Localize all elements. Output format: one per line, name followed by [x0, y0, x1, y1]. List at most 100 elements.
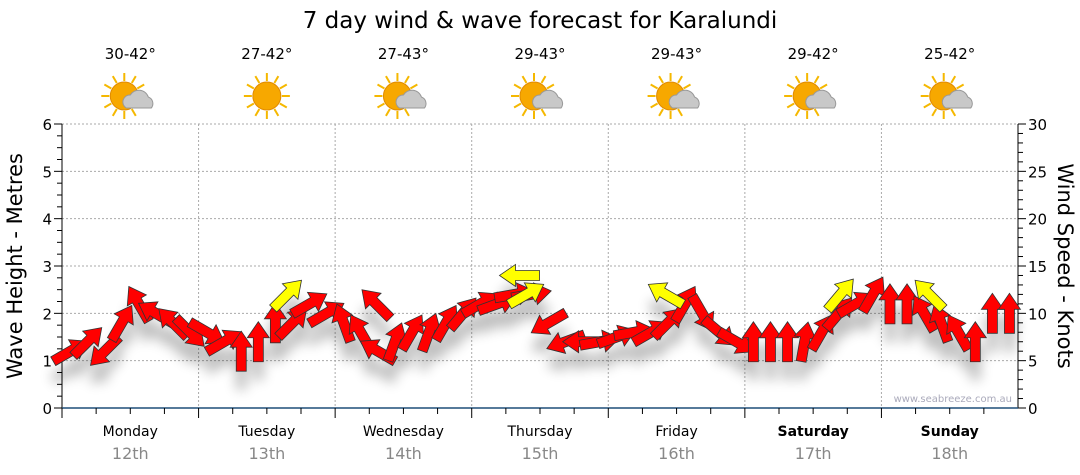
wind-arrow — [289, 291, 328, 319]
temperature-label: 25-42° — [924, 45, 975, 63]
wind-arrow — [997, 292, 1022, 334]
sun-ray — [385, 108, 391, 117]
y-tick-left: 1 — [42, 353, 52, 371]
y-tick-right: 25 — [1028, 163, 1047, 181]
date-label: 16th — [658, 444, 695, 463]
y-axis-right-label: Wind Speed - Knots — [1053, 163, 1077, 368]
wind-arrow — [246, 321, 271, 363]
sun-cloud-icon — [784, 73, 837, 119]
cloud — [941, 89, 973, 109]
sun-cloud-icon — [101, 73, 154, 119]
sun-ray — [650, 83, 659, 90]
sun-ray — [273, 108, 280, 117]
wind-arrow — [912, 295, 939, 334]
wind-arrow — [269, 279, 302, 313]
cloud — [395, 89, 427, 109]
sun-ray — [650, 102, 659, 109]
day-label: Monday — [103, 424, 158, 440]
sun-cloud-icon — [374, 73, 427, 119]
sun-ray — [786, 102, 795, 109]
temperature-label: 29-43° — [651, 45, 702, 63]
y-tick-left: 5 — [42, 163, 52, 181]
sun-ray — [377, 83, 385, 90]
y-tick-right: 30 — [1028, 116, 1047, 134]
sun-ray — [130, 75, 137, 84]
sun-ray — [136, 83, 145, 90]
sun-ray — [950, 75, 957, 84]
sun-cloud-icon — [920, 73, 973, 119]
y-axis-left-label: Wave Height - Metres — [3, 153, 27, 379]
day-label: Saturday — [778, 424, 849, 440]
y-tick-left: 2 — [42, 305, 52, 323]
sun-ray — [931, 75, 938, 84]
wind-arrow — [758, 321, 783, 363]
cloud — [532, 89, 564, 109]
sun-ray — [923, 102, 932, 109]
date-label: 15th — [522, 444, 559, 463]
y-tick-right: 10 — [1028, 305, 1047, 323]
sun-ray — [813, 108, 820, 117]
date-label: 12th — [112, 444, 149, 463]
temperature-label: 27-43° — [378, 45, 429, 63]
wind-arrow — [274, 308, 308, 342]
date-label: 13th — [248, 444, 285, 463]
sun-ray — [956, 83, 965, 90]
date-label: 17th — [795, 444, 832, 463]
sun — [252, 81, 282, 111]
sun-ray — [111, 75, 118, 84]
sun-cloud-icon — [511, 73, 564, 119]
temperature-label: 27-42° — [241, 45, 292, 63]
date-label: 14th — [385, 444, 422, 463]
sun-icon — [243, 73, 290, 119]
wind-arrow — [775, 321, 800, 363]
sun-ray — [279, 102, 288, 109]
cloud — [122, 89, 154, 109]
date-label: 18th — [931, 444, 968, 463]
sun-ray — [683, 83, 691, 90]
sun-ray — [103, 83, 112, 90]
y-tick-left: 6 — [42, 116, 52, 134]
wind-arrow — [229, 330, 254, 372]
sun-ray — [813, 75, 820, 84]
sun-ray — [130, 108, 137, 117]
sun-ray — [103, 102, 112, 109]
sun-ray — [273, 75, 280, 84]
sun-ray — [279, 83, 288, 90]
sun-ray — [786, 83, 795, 90]
y-tick-left: 4 — [42, 211, 52, 229]
wind-arrow — [914, 279, 948, 313]
day-label: Wednesday — [363, 424, 444, 440]
sun-ray — [819, 83, 828, 90]
wind-arrow — [647, 282, 687, 310]
sun-ray — [540, 75, 547, 84]
y-tick-right: 5 — [1028, 353, 1038, 371]
y-tick-left: 0 — [42, 400, 52, 418]
wind-arrow — [530, 307, 569, 335]
sun-ray — [409, 83, 418, 90]
wind-arrow — [980, 292, 1005, 334]
sun-ray — [794, 75, 801, 84]
wind-arrow — [263, 302, 288, 344]
cloud — [805, 89, 837, 109]
day-label: Tuesday — [237, 424, 295, 440]
sun-ray — [521, 108, 528, 117]
day-label: Sunday — [921, 424, 979, 440]
watermark: www.seabreeze.com.au — [894, 394, 1012, 405]
wind-arrow — [69, 327, 103, 360]
sun-ray — [254, 75, 261, 84]
sun-ray — [246, 102, 255, 109]
y-tick-right: 15 — [1028, 258, 1047, 276]
sun-ray — [677, 108, 683, 117]
y-tick-right: 0 — [1028, 400, 1038, 418]
temperature-label: 29-43° — [514, 45, 565, 63]
sun-ray — [950, 108, 957, 117]
temperature-label: 30-42° — [105, 45, 156, 63]
chart-title: 7 day wind & wave forecast for Karalundi — [303, 8, 778, 34]
wind-arrow — [498, 263, 540, 288]
sun-ray — [931, 108, 938, 117]
sun-ray — [254, 108, 261, 117]
sun-ray — [404, 108, 410, 117]
sun-ray — [513, 102, 522, 109]
